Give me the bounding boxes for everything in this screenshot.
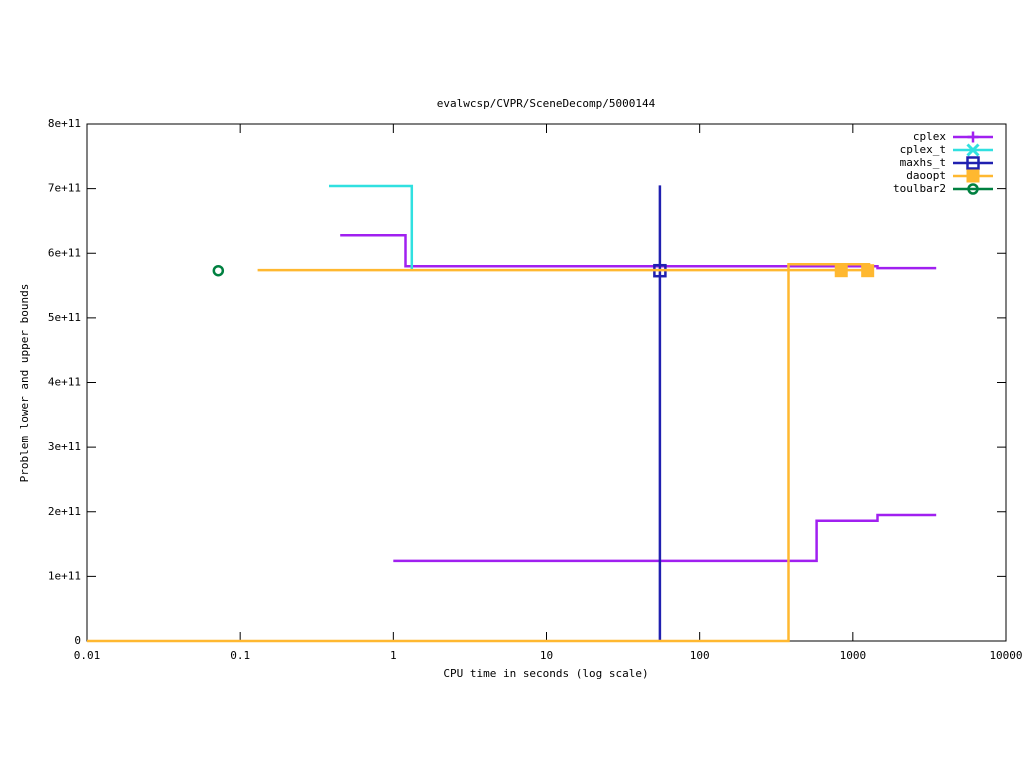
legend-marker xyxy=(966,143,980,157)
legend-label: daoopt xyxy=(906,169,946,182)
series-line xyxy=(329,184,414,271)
legend-label: maxhs_t xyxy=(900,156,946,169)
x-tick-label: 1 xyxy=(390,649,397,662)
plot-frame xyxy=(86,123,1007,642)
series-marker xyxy=(861,264,875,278)
y-tick-label: 4e+11 xyxy=(48,376,81,389)
series-marker xyxy=(834,264,848,278)
y-tick-label: 2e+11 xyxy=(48,505,81,518)
series-line xyxy=(340,233,937,563)
y-tick-label: 7e+11 xyxy=(48,182,81,195)
y-axis-label: Problem lower and upper bounds xyxy=(18,284,31,483)
y-tick-label: 0 xyxy=(74,634,81,647)
legend-marker xyxy=(966,156,980,170)
x-tick-label: 10 xyxy=(540,649,553,662)
y-tick-label: 3e+11 xyxy=(48,440,81,453)
x-tick-label: 1000 xyxy=(840,649,867,662)
y-tick-label: 1e+11 xyxy=(48,569,81,582)
legend-label: cplex_t xyxy=(900,143,946,156)
y-tick-label: 8e+11 xyxy=(48,117,81,130)
legend-label: cplex xyxy=(913,130,946,143)
x-tick-label: 0.01 xyxy=(74,649,101,662)
series-line xyxy=(87,262,871,643)
x-axis-label: CPU time in seconds (log scale) xyxy=(443,667,648,680)
x-tick-label: 100 xyxy=(690,649,710,662)
legend-label: toulbar2 xyxy=(893,182,946,195)
y-tick-label: 5e+11 xyxy=(48,311,81,324)
legend-marker xyxy=(967,131,979,143)
legend-marker xyxy=(967,183,979,195)
series-marker xyxy=(212,264,225,277)
x-tick-label: 0.1 xyxy=(230,649,250,662)
legend-marker xyxy=(966,169,980,183)
y-tick-label: 6e+11 xyxy=(48,246,81,259)
x-tick-label: 10000 xyxy=(989,649,1022,662)
chart-title: evalwcsp/CVPR/SceneDecomp/5000144 xyxy=(437,97,656,110)
